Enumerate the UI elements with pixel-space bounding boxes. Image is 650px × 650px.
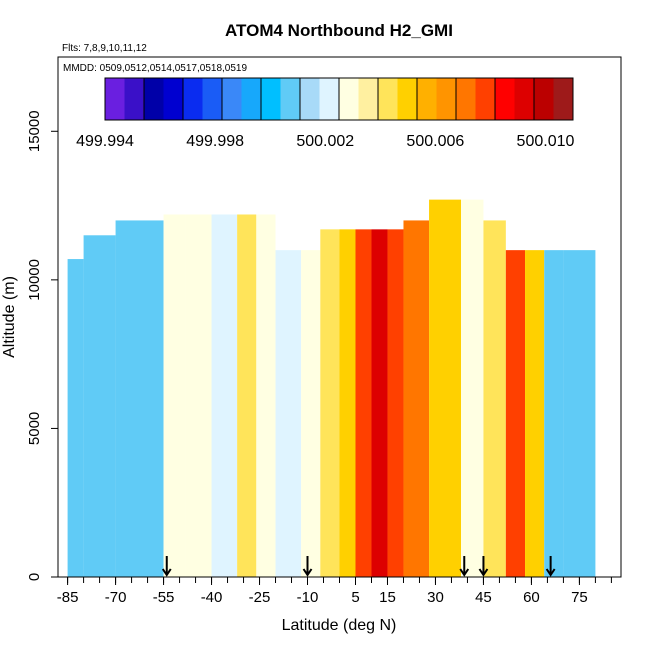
colorbar-swatch [280,78,301,120]
colorbar-swatch [339,78,359,120]
y-tick-label: 15000 [26,110,43,152]
curtain-cell [563,250,596,577]
curtain-cell [83,235,116,578]
y-axis-title: Altitude (m) [1,276,18,358]
x-tick-label: -85 [57,589,79,606]
colorbar-tick-label: 500.006 [406,133,464,150]
colorbar-swatch [241,78,262,120]
colorbar-swatch [358,78,379,120]
curtain-cell [256,214,276,577]
flights-label: Flts: 7,8,9,10,11,12 [62,43,147,54]
colorbar-swatch [319,78,340,120]
x-axis: -85 -70 -55 -40 -25 -10 5 15 30 45 60 75 [57,577,612,606]
x-tick-label: -55 [153,589,175,606]
colorbar-swatch [124,78,145,120]
curtain-heatmap [67,199,596,578]
colorbar-swatch [417,78,437,120]
curtain-cell [115,220,164,577]
curtain-cell [387,229,404,578]
colorbar-swatch [456,78,476,120]
colorbar-tick-label: 500.002 [296,133,354,150]
curtain-cell [301,250,321,577]
x-tick-label: -25 [249,589,271,606]
y-tick-label: 10000 [26,259,43,301]
curtain-cell [237,214,257,577]
curtain-cell [483,220,506,577]
flight-arrow [459,556,470,577]
colorbar-swatch [378,78,398,120]
x-tick-label: 5 [351,589,359,606]
colorbar-swatch [202,78,223,120]
colorbar-tick-label: 500.010 [517,133,575,150]
curtain-cell [185,214,212,577]
colorbar-swatch [300,78,320,120]
curtain-cell [67,259,84,577]
y-tick-label: 5000 [26,412,43,445]
colorbar-swatch [163,78,184,120]
curtain-cell [461,199,484,577]
colorbar-swatch [553,78,574,120]
chart-title: ATOM4 Northbound H2_GMI [225,21,453,40]
colorbar-swatch [475,78,496,120]
curtain-cell [163,214,186,577]
colorbar-swatch [397,78,418,120]
curtain-cell [339,229,356,578]
colorbar-swatch [105,78,125,120]
x-tick-label: 60 [523,589,540,606]
flight-arrow [545,556,556,577]
colorbar-swatch [534,78,554,120]
flight-arrow [478,556,489,577]
flight-arrows [161,556,556,577]
colorbar-swatch [261,78,281,120]
colorbar-swatch [183,78,203,120]
mmdd-label: MMDD: 0509,0512,0514,0517,0518,0519 [63,63,247,74]
curtain-cell [525,250,545,577]
colorbar-swatch [144,78,164,120]
x-axis-title: Latitude (deg N) [282,617,397,634]
colorbar-tick-label: 499.994 [76,133,134,150]
x-tick-label: 45 [475,589,492,606]
colorbar: 499.994 499.998 500.002 500.006 500.010 [76,77,575,150]
curtain-cell [403,220,430,577]
curtain-cell [320,229,340,578]
x-tick-label: 75 [571,589,588,606]
curtain-cell [429,199,462,577]
colorbar-swatch [436,78,457,120]
curtain-cell [544,250,564,577]
x-tick-label: -40 [201,589,223,606]
colorbar-swatch [222,78,242,120]
curtain-cell [505,250,526,577]
x-tick-label: -70 [105,589,127,606]
x-tick-label: 15 [379,589,396,606]
colorbar-tick-label: 499.998 [186,133,244,150]
flight-arrow [161,556,172,577]
curtain-cell [275,250,302,577]
flight-arrow [302,556,313,577]
x-tick-label: -10 [297,589,319,606]
y-tick-label: 0 [26,573,43,581]
curtain-cell [211,214,238,577]
y-axis: 0 5000 10000 15000 [26,110,58,581]
colorbar-swatch [514,78,535,120]
curtain-cell [355,229,372,578]
colorbar-swatch [495,78,515,120]
x-tick-label: 30 [427,589,444,606]
curtain-cell [371,229,388,578]
